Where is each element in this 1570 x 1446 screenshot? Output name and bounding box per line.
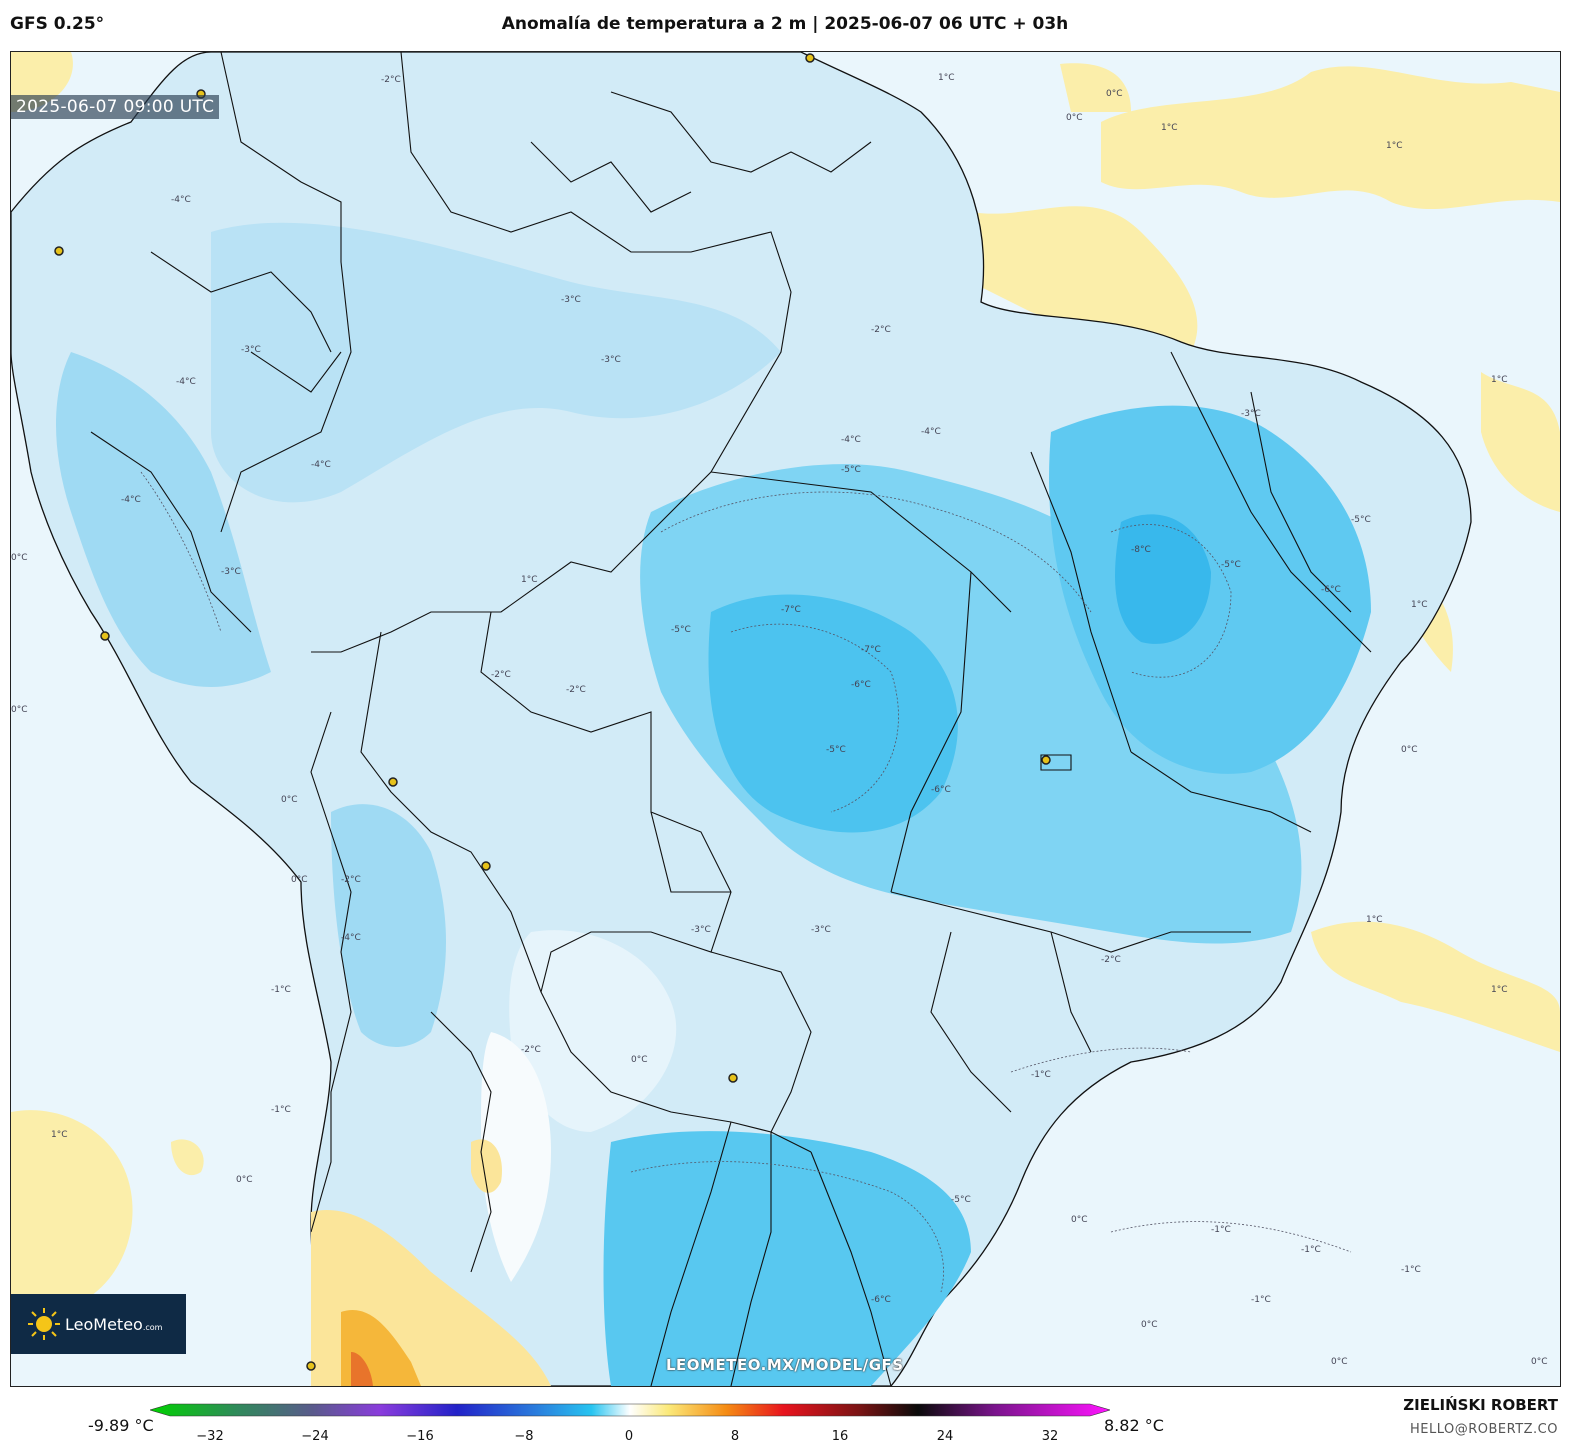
svg-text:-3°C: -3°C (691, 925, 711, 935)
svg-text:1°C: 1°C (1411, 600, 1428, 610)
svg-text:-2°C: -2°C (521, 1045, 541, 1055)
svg-text:-5°C: -5°C (1221, 560, 1241, 570)
model-url-watermark: LEOMETEO.MX/MODEL/GFS (666, 1356, 904, 1374)
svg-text:1°C: 1°C (1491, 985, 1508, 995)
author-name: ZIELIŃSKI ROBERT (1403, 1396, 1558, 1414)
svg-text:1°C: 1°C (51, 1130, 68, 1140)
author-email[interactable]: HELLO@ROBERTZ.CO (1409, 1422, 1558, 1437)
svg-text:0°C: 0°C (236, 1175, 253, 1185)
svg-text:-3°C: -3°C (1241, 409, 1261, 419)
svg-text:-5°C: -5°C (841, 465, 861, 475)
svg-text:-1°C: -1°C (1301, 1245, 1321, 1255)
colorbar-min-label: -9.89 °C (88, 1416, 154, 1435)
chart-title: Anomalía de temperatura a 2 m | 2025-06-… (501, 14, 1069, 34)
svg-text:-1°C: -1°C (1031, 1070, 1051, 1080)
svg-text:-4°C: -4°C (841, 435, 861, 445)
svg-text:-3°C: -3°C (241, 345, 261, 355)
svg-text:-1°C: -1°C (271, 985, 291, 995)
city-markers (54, 53, 1051, 1371)
colorbar-tick: 8 (731, 1429, 739, 1442)
svg-text:-2°C: -2°C (491, 670, 511, 680)
colorbar-tick: 0 (625, 1429, 633, 1442)
svg-text:1°C: 1°C (938, 73, 955, 83)
svg-text:0°C: 0°C (1141, 1320, 1158, 1330)
svg-text:1°C: 1°C (1491, 375, 1508, 385)
svg-text:1°C: 1°C (1161, 123, 1178, 133)
svg-text:-5°C: -5°C (951, 1195, 971, 1205)
svg-text:-1°C: -1°C (1251, 1295, 1271, 1305)
colorbar-max-label: 8.82 °C (1104, 1416, 1164, 1435)
svg-text:-6°C: -6°C (871, 1295, 891, 1305)
contour-labels: 1°C 1°C 0°C 0°C 1°C -2°C -4°C -3°C -4°C … (11, 73, 1548, 1367)
svg-text:-6°C: -6°C (851, 680, 871, 690)
svg-text:0°C: 0°C (631, 1055, 648, 1065)
colorbar: −32 −24 −16 −8 0 8 16 24 32 (150, 1403, 1110, 1442)
colorbar-tick: −8 (514, 1429, 533, 1442)
warm-anomaly-land (311, 1139, 551, 1386)
svg-text:-1°C: -1°C (1401, 1265, 1421, 1275)
svg-text:-4°C: -4°C (921, 427, 941, 437)
sun-icon (28, 1308, 60, 1340)
svg-text:-2°C: -2°C (341, 875, 361, 885)
colorbar-tick: 24 (937, 1429, 954, 1442)
svg-text:-4°C: -4°C (311, 460, 331, 470)
svg-text:0°C: 0°C (281, 795, 298, 805)
svg-text:-2°C: -2°C (1101, 955, 1121, 965)
svg-text:0°C: 0°C (1071, 1215, 1088, 1225)
svg-text:0°C: 0°C (11, 705, 28, 715)
svg-text:-3°C: -3°C (811, 925, 831, 935)
contours (140, 471, 1352, 1293)
warm-anomaly-patches (11, 52, 1560, 1312)
map-panel: 1°C 1°C 0°C 0°C 1°C -2°C -4°C -3°C -4°C … (10, 51, 1561, 1387)
svg-text:-6°C: -6°C (1321, 585, 1341, 595)
leometeo-logo: LeoMeteo.com (11, 1294, 186, 1354)
valid-time-label: 2025-06-07 09:00 UTC (11, 95, 220, 119)
svg-text:-6°C: -6°C (931, 785, 951, 795)
svg-text:-1°C: -1°C (271, 1105, 291, 1115)
svg-text:-8°C: -8°C (1131, 545, 1151, 555)
model-label: GFS 0.25° (10, 14, 105, 34)
cold-anomaly-fill (56, 222, 1371, 1386)
borders (90, 52, 1372, 1386)
svg-text:-1°C: -1°C (1211, 1225, 1231, 1235)
svg-text:-7°C: -7°C (781, 605, 801, 615)
svg-text:-3°C: -3°C (601, 355, 621, 365)
svg-text:0°C: 0°C (1401, 745, 1418, 755)
temperature-anomaly-map: 1°C 1°C 0°C 0°C 1°C -2°C -4°C -3°C -4°C … (11, 52, 1560, 1386)
svg-text:0°C: 0°C (1531, 1357, 1548, 1367)
svg-text:0°C: 0°C (1066, 113, 1083, 123)
svg-text:1°C: 1°C (1366, 915, 1383, 925)
svg-text:0°C: 0°C (1106, 89, 1123, 99)
svg-text:-5°C: -5°C (671, 625, 691, 635)
svg-text:-5°C: -5°C (1351, 515, 1371, 525)
logo-text: LeoMeteo.com (65, 1314, 163, 1334)
svg-text:0°C: 0°C (1331, 1357, 1348, 1367)
colorbar-tick: −16 (406, 1429, 433, 1442)
colorbar-tick: 16 (832, 1429, 849, 1442)
svg-text:-4°C: -4°C (341, 933, 361, 943)
svg-text:-3°C: -3°C (221, 567, 241, 577)
svg-text:-4°C: -4°C (171, 195, 191, 205)
svg-text:1°C: 1°C (521, 575, 538, 585)
svg-text:-4°C: -4°C (176, 377, 196, 387)
colorbar-tick: −24 (301, 1429, 328, 1442)
colorbar-tick: −32 (196, 1429, 223, 1442)
svg-text:-2°C: -2°C (566, 685, 586, 695)
svg-text:-2°C: -2°C (871, 325, 891, 335)
svg-text:-7°C: -7°C (861, 645, 881, 655)
svg-text:0°C: 0°C (11, 553, 28, 563)
svg-text:1°C: 1°C (1386, 141, 1403, 151)
svg-text:-3°C: -3°C (561, 295, 581, 305)
svg-text:0°C: 0°C (291, 875, 308, 885)
colorbar-tick: 32 (1042, 1429, 1059, 1442)
svg-text:-5°C: -5°C (826, 745, 846, 755)
svg-text:-4°C: -4°C (121, 495, 141, 505)
svg-text:-2°C: -2°C (381, 75, 401, 85)
